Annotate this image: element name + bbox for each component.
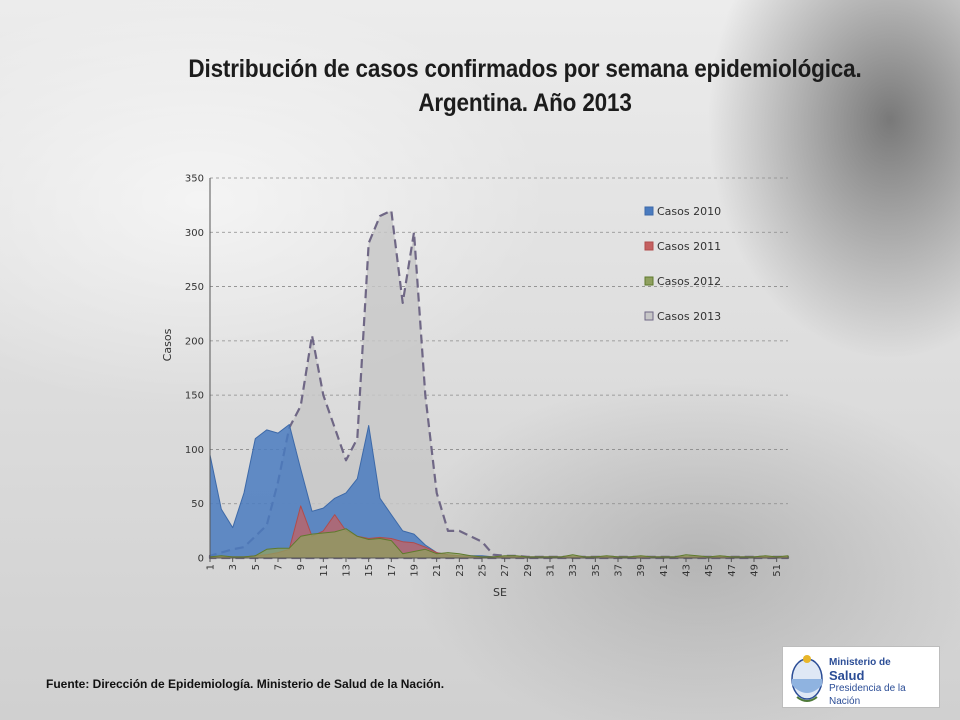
x-tick-label-21: 21 xyxy=(432,564,443,577)
x-tick-label-29: 29 xyxy=(523,564,534,577)
legend-label-1: Casos 2011 xyxy=(657,240,721,253)
x-tick-label-9: 9 xyxy=(296,564,307,570)
logo-line-2: Salud xyxy=(829,668,865,683)
source-note: Fuente: Dirección de Epidemiología. Mini… xyxy=(46,677,445,691)
ministry-logo: Ministerio de Salud Presidencia de la Na… xyxy=(782,646,940,708)
x-tick-label-15: 15 xyxy=(364,564,375,577)
x-tick-label-43: 43 xyxy=(682,564,693,577)
x-tick-label-3: 3 xyxy=(228,564,239,570)
legend-swatch-0 xyxy=(644,206,654,216)
legend-label-3: Casos 2013 xyxy=(657,310,721,323)
y-tick-label-350: 350 xyxy=(185,174,204,185)
x-tick-label-17: 17 xyxy=(387,564,398,577)
y-tick-label-50: 50 xyxy=(191,499,204,510)
y-tick-label-300: 300 xyxy=(185,228,204,239)
x-tick-label-11: 11 xyxy=(319,564,330,577)
x-tick-label-49: 49 xyxy=(750,564,761,577)
y-tick-label-150: 150 xyxy=(185,391,204,402)
y-axis-title: Casos xyxy=(161,328,174,361)
x-axis-title: SE xyxy=(493,586,507,599)
logo-line-1: Ministerio de xyxy=(829,657,891,668)
page-title: Distribución de casos confirmados por se… xyxy=(107,52,944,120)
title-line-2: Argentina. Año 2013 xyxy=(418,89,632,117)
x-tick-label-35: 35 xyxy=(591,564,602,577)
y-tick-label-200: 200 xyxy=(185,336,204,347)
area-series-casos-2012 xyxy=(209,528,789,559)
title-line-1: Distribución de casos confirmados por se… xyxy=(188,55,862,83)
x-tick-label-37: 37 xyxy=(614,564,625,577)
y-tick-label-100: 100 xyxy=(185,445,204,456)
x-tick-label-1: 1 xyxy=(206,564,217,570)
legend-swatch-3 xyxy=(644,311,654,321)
x-tick-label-5: 5 xyxy=(251,564,262,570)
x-tick-label-27: 27 xyxy=(500,564,511,577)
x-tick-label-51: 51 xyxy=(772,564,783,577)
legend-label-2: Casos 2012 xyxy=(657,275,721,288)
x-tick-label-39: 39 xyxy=(636,564,647,577)
argentina-seal-icon xyxy=(791,655,823,702)
x-tick-label-23: 23 xyxy=(455,564,466,577)
x-tick-label-25: 25 xyxy=(478,564,489,577)
x-tick-label-47: 47 xyxy=(727,564,738,577)
legend-swatch-1 xyxy=(644,241,654,251)
x-tick-label-45: 45 xyxy=(704,564,715,577)
x-tick-label-41: 41 xyxy=(659,564,670,577)
legend-swatch-2 xyxy=(644,276,654,286)
x-tick-label-19: 19 xyxy=(410,564,421,577)
x-tick-label-31: 31 xyxy=(546,564,557,577)
y-tick-label-250: 250 xyxy=(185,282,204,293)
legend-label-0: Casos 2010 xyxy=(657,205,721,218)
logo-line-3: Presidencia de la Nación xyxy=(829,683,906,707)
x-tick-label-33: 33 xyxy=(568,564,579,577)
x-tick-label-13: 13 xyxy=(342,564,353,577)
y-tick-label-0: 0 xyxy=(198,554,204,565)
x-tick-label-7: 7 xyxy=(274,564,285,570)
